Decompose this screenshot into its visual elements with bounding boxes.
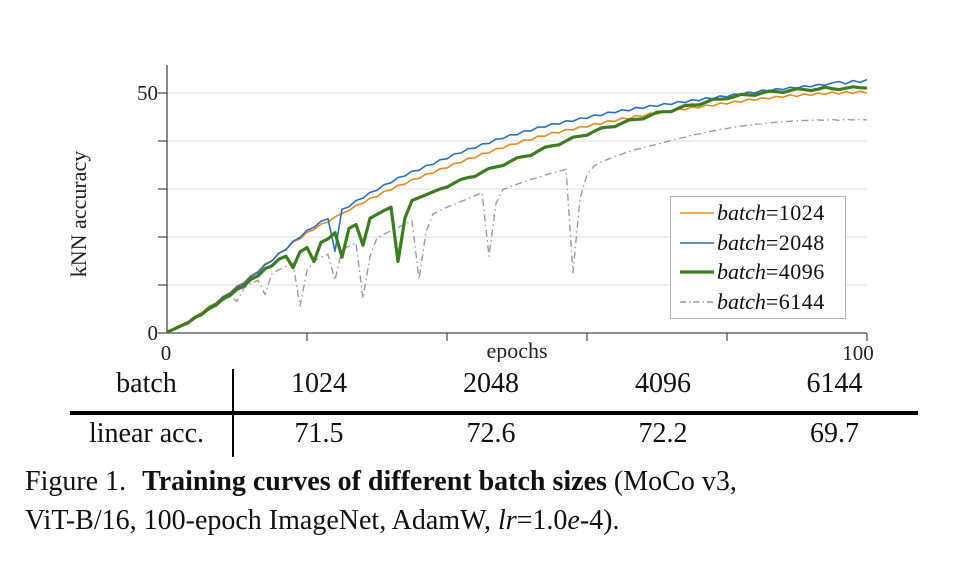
table-header-row: batch 1024 2048 4096 6144: [60, 368, 920, 400]
y-tick-label-50: 50: [137, 81, 158, 105]
caption-bold-text: Training curves of different batch sizes: [142, 466, 607, 497]
series-line-batch=6144: [166, 118, 868, 333]
x-tick-label-100: 100: [842, 341, 874, 362]
y-axis-title: kNN accuracy: [66, 151, 91, 277]
legend-item-batch-6144: batch =6144: [671, 288, 845, 316]
legend-line-sample: [680, 270, 714, 274]
legend-item-batch-1024: batch =1024: [671, 199, 845, 227]
table-horizontal-rule: [70, 411, 918, 415]
figure-caption: Figure 1. Training curves of different ba…: [25, 462, 960, 540]
legend-line-sample: [680, 241, 714, 244]
figure-number: Figure 1.: [25, 466, 127, 497]
table-cell: 4096: [635, 368, 691, 399]
series-line-batch=2048: [166, 78, 868, 333]
table-vertical-rule: [232, 369, 234, 457]
legend-line-sample: [680, 301, 714, 303]
table-cell: 69.7: [810, 418, 859, 449]
legend-label: batch: [717, 289, 766, 315]
caption-line-1: Figure 1. Training curves of different ba…: [25, 466, 737, 497]
legend-line-sample: [680, 211, 714, 214]
table-data-row: linear acc. 71.5 72.6 72.2 69.7: [60, 418, 920, 450]
series-line-batch=4096: [166, 85, 868, 334]
table-cell: 71.5: [294, 418, 344, 449]
training-curves-chart: 50 0 0 100 epochs kNN accuracy: [66, 65, 874, 362]
table-cell: 72.2: [638, 418, 688, 449]
table-row-label: batch: [116, 368, 177, 399]
table-cell: 1024: [291, 368, 347, 399]
legend-label: batch: [717, 259, 766, 285]
caption-line-2: ViT-B/16, 100-epoch ImageNet, AdamW, lr=…: [25, 505, 620, 536]
legend-item-batch-2048: batch =2048: [671, 229, 845, 257]
x-tick-label-0: 0: [161, 341, 172, 362]
table-cell: 6144: [806, 368, 863, 399]
x-axis-title: epochs: [486, 338, 547, 362]
chart-legend: batch =1024 batch =2048 batch =4096 batch =6…: [670, 196, 846, 319]
table-cell: 72.6: [466, 418, 516, 449]
y-tick-label-0: 0: [148, 321, 159, 345]
series-curves: [166, 78, 868, 334]
table-row-label: linear acc.: [88, 418, 205, 449]
legend-label: batch: [717, 229, 766, 255]
legend-label: batch: [717, 199, 766, 225]
legend-item-batch-4096: batch =4096: [671, 258, 845, 286]
axes: [158, 65, 868, 341]
table-cell: 2048: [463, 368, 519, 399]
